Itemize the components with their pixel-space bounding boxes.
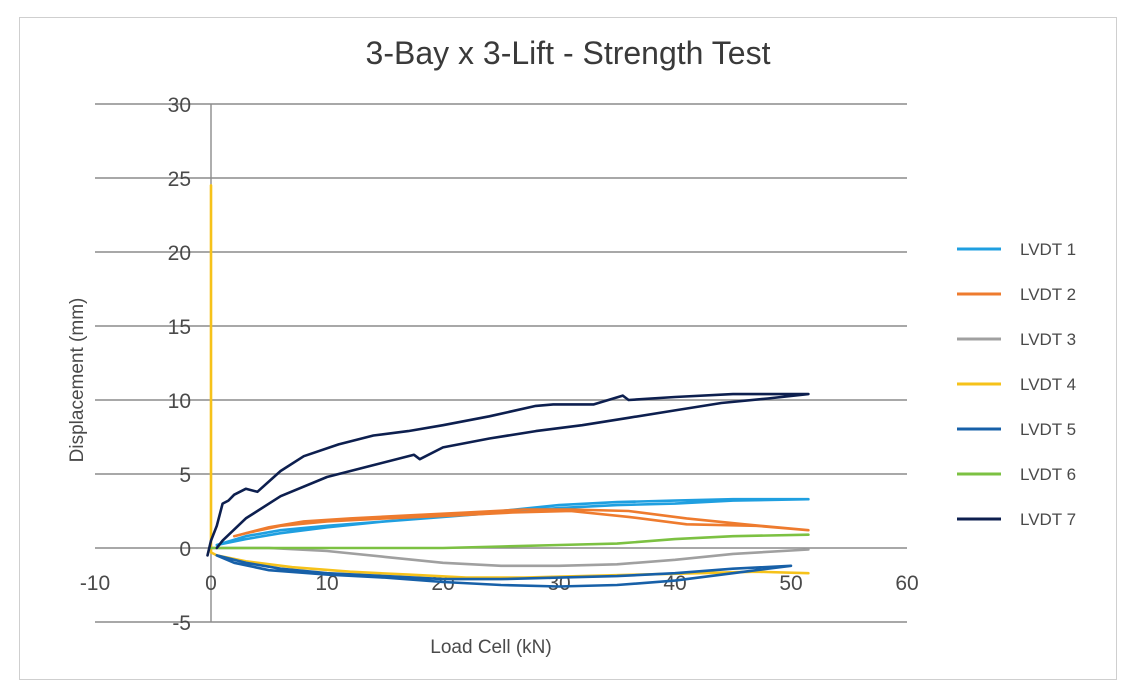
legend-label-lvdt-6: LVDT 6: [1020, 465, 1076, 484]
y-axis-label: Displacement (mm): [67, 298, 88, 463]
legend-label-lvdt-4: LVDT 4: [1020, 375, 1076, 394]
line-chart: 3-Bay x 3-Lift - Strength Test -5 0 5 10 15 2…: [67, 35, 1076, 658]
series-line-lvdt-7: [206, 392, 810, 557]
series-line-lvdt-6: [209, 533, 810, 550]
series-line-lvdt-1: [215, 497, 810, 547]
series-line-lvdt-3: [209, 546, 810, 568]
x-tick-label: 0: [205, 572, 217, 595]
y-tick-label: -5: [172, 612, 191, 635]
x-axis-label: Load Cell (kN): [430, 637, 551, 658]
series-line-lvdt-5: [215, 554, 793, 588]
chart-frame: 3-Bay x 3-Lift - Strength Test -5 0 5 10 15 2…: [19, 17, 1117, 680]
y-tick-label: 30: [168, 94, 191, 117]
legend-label-lvdt-7: LVDT 7: [1020, 510, 1076, 529]
series-layer: [206, 184, 810, 588]
y-tick-label: 5: [179, 464, 191, 487]
legend-label-lvdt-3: LVDT 3: [1020, 330, 1076, 349]
x-tick-label: 10: [315, 572, 338, 595]
x-tick-label: -10: [80, 572, 110, 595]
chart-title: 3-Bay x 3-Lift - Strength Test: [366, 35, 771, 71]
x-tick-label: 60: [895, 572, 918, 595]
series-line-lvdt-4: [209, 184, 810, 579]
x-tick-label: 40: [663, 572, 686, 595]
legend: LVDT 1 LVDT 2 LVDT 3 LVDT 4 LVDT 5 LVDT 6 LVDT…: [957, 240, 1076, 529]
y-tick-label: 0: [179, 538, 191, 561]
legend-label-lvdt-5: LVDT 5: [1020, 420, 1076, 439]
y-tick-label: 10: [168, 390, 191, 413]
legend-label-lvdt-2: LVDT 2: [1020, 285, 1076, 304]
y-tick-label: 20: [168, 242, 191, 265]
y-tick-label: 15: [168, 316, 191, 339]
legend-label-lvdt-1: LVDT 1: [1020, 240, 1076, 259]
y-tick-label: 25: [168, 168, 191, 191]
x-tick-label: 50: [779, 572, 802, 595]
series-line-lvdt-2: [232, 508, 810, 538]
